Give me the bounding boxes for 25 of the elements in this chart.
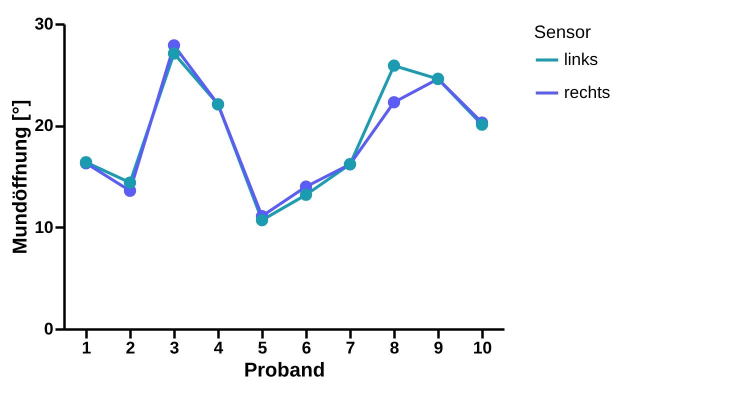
x-tick-label: 2: [126, 338, 136, 358]
y-tick-label: 30: [34, 14, 54, 34]
x-tick-label: 4: [214, 338, 224, 358]
legend-title: Sensor: [534, 22, 592, 42]
x-tick-label: 10: [473, 338, 492, 358]
legend-label: rechts: [564, 83, 610, 102]
x-tick-label: 9: [434, 338, 444, 358]
point: [300, 188, 312, 201]
point: [168, 47, 180, 60]
y-axis-title: Mundöffnung [°]: [10, 100, 32, 254]
x-tick-label: 5: [258, 338, 268, 358]
x-axis-title: Proband: [244, 360, 326, 382]
y-tick-label: 10: [34, 218, 54, 237]
y-tick-label: 0: [44, 320, 54, 338]
y-tick-label: 20: [34, 116, 54, 136]
x-tick-label: 8: [390, 338, 400, 358]
x-tick-label: 3: [170, 338, 180, 358]
point: [256, 214, 268, 226]
point: [388, 60, 400, 72]
x-tick-label: 7: [346, 338, 356, 358]
legend-label: links: [564, 50, 598, 69]
point: [388, 96, 400, 108]
x-tick-label: 6: [302, 338, 312, 358]
point: [124, 176, 136, 189]
x-tick-label: 1: [82, 338, 92, 358]
